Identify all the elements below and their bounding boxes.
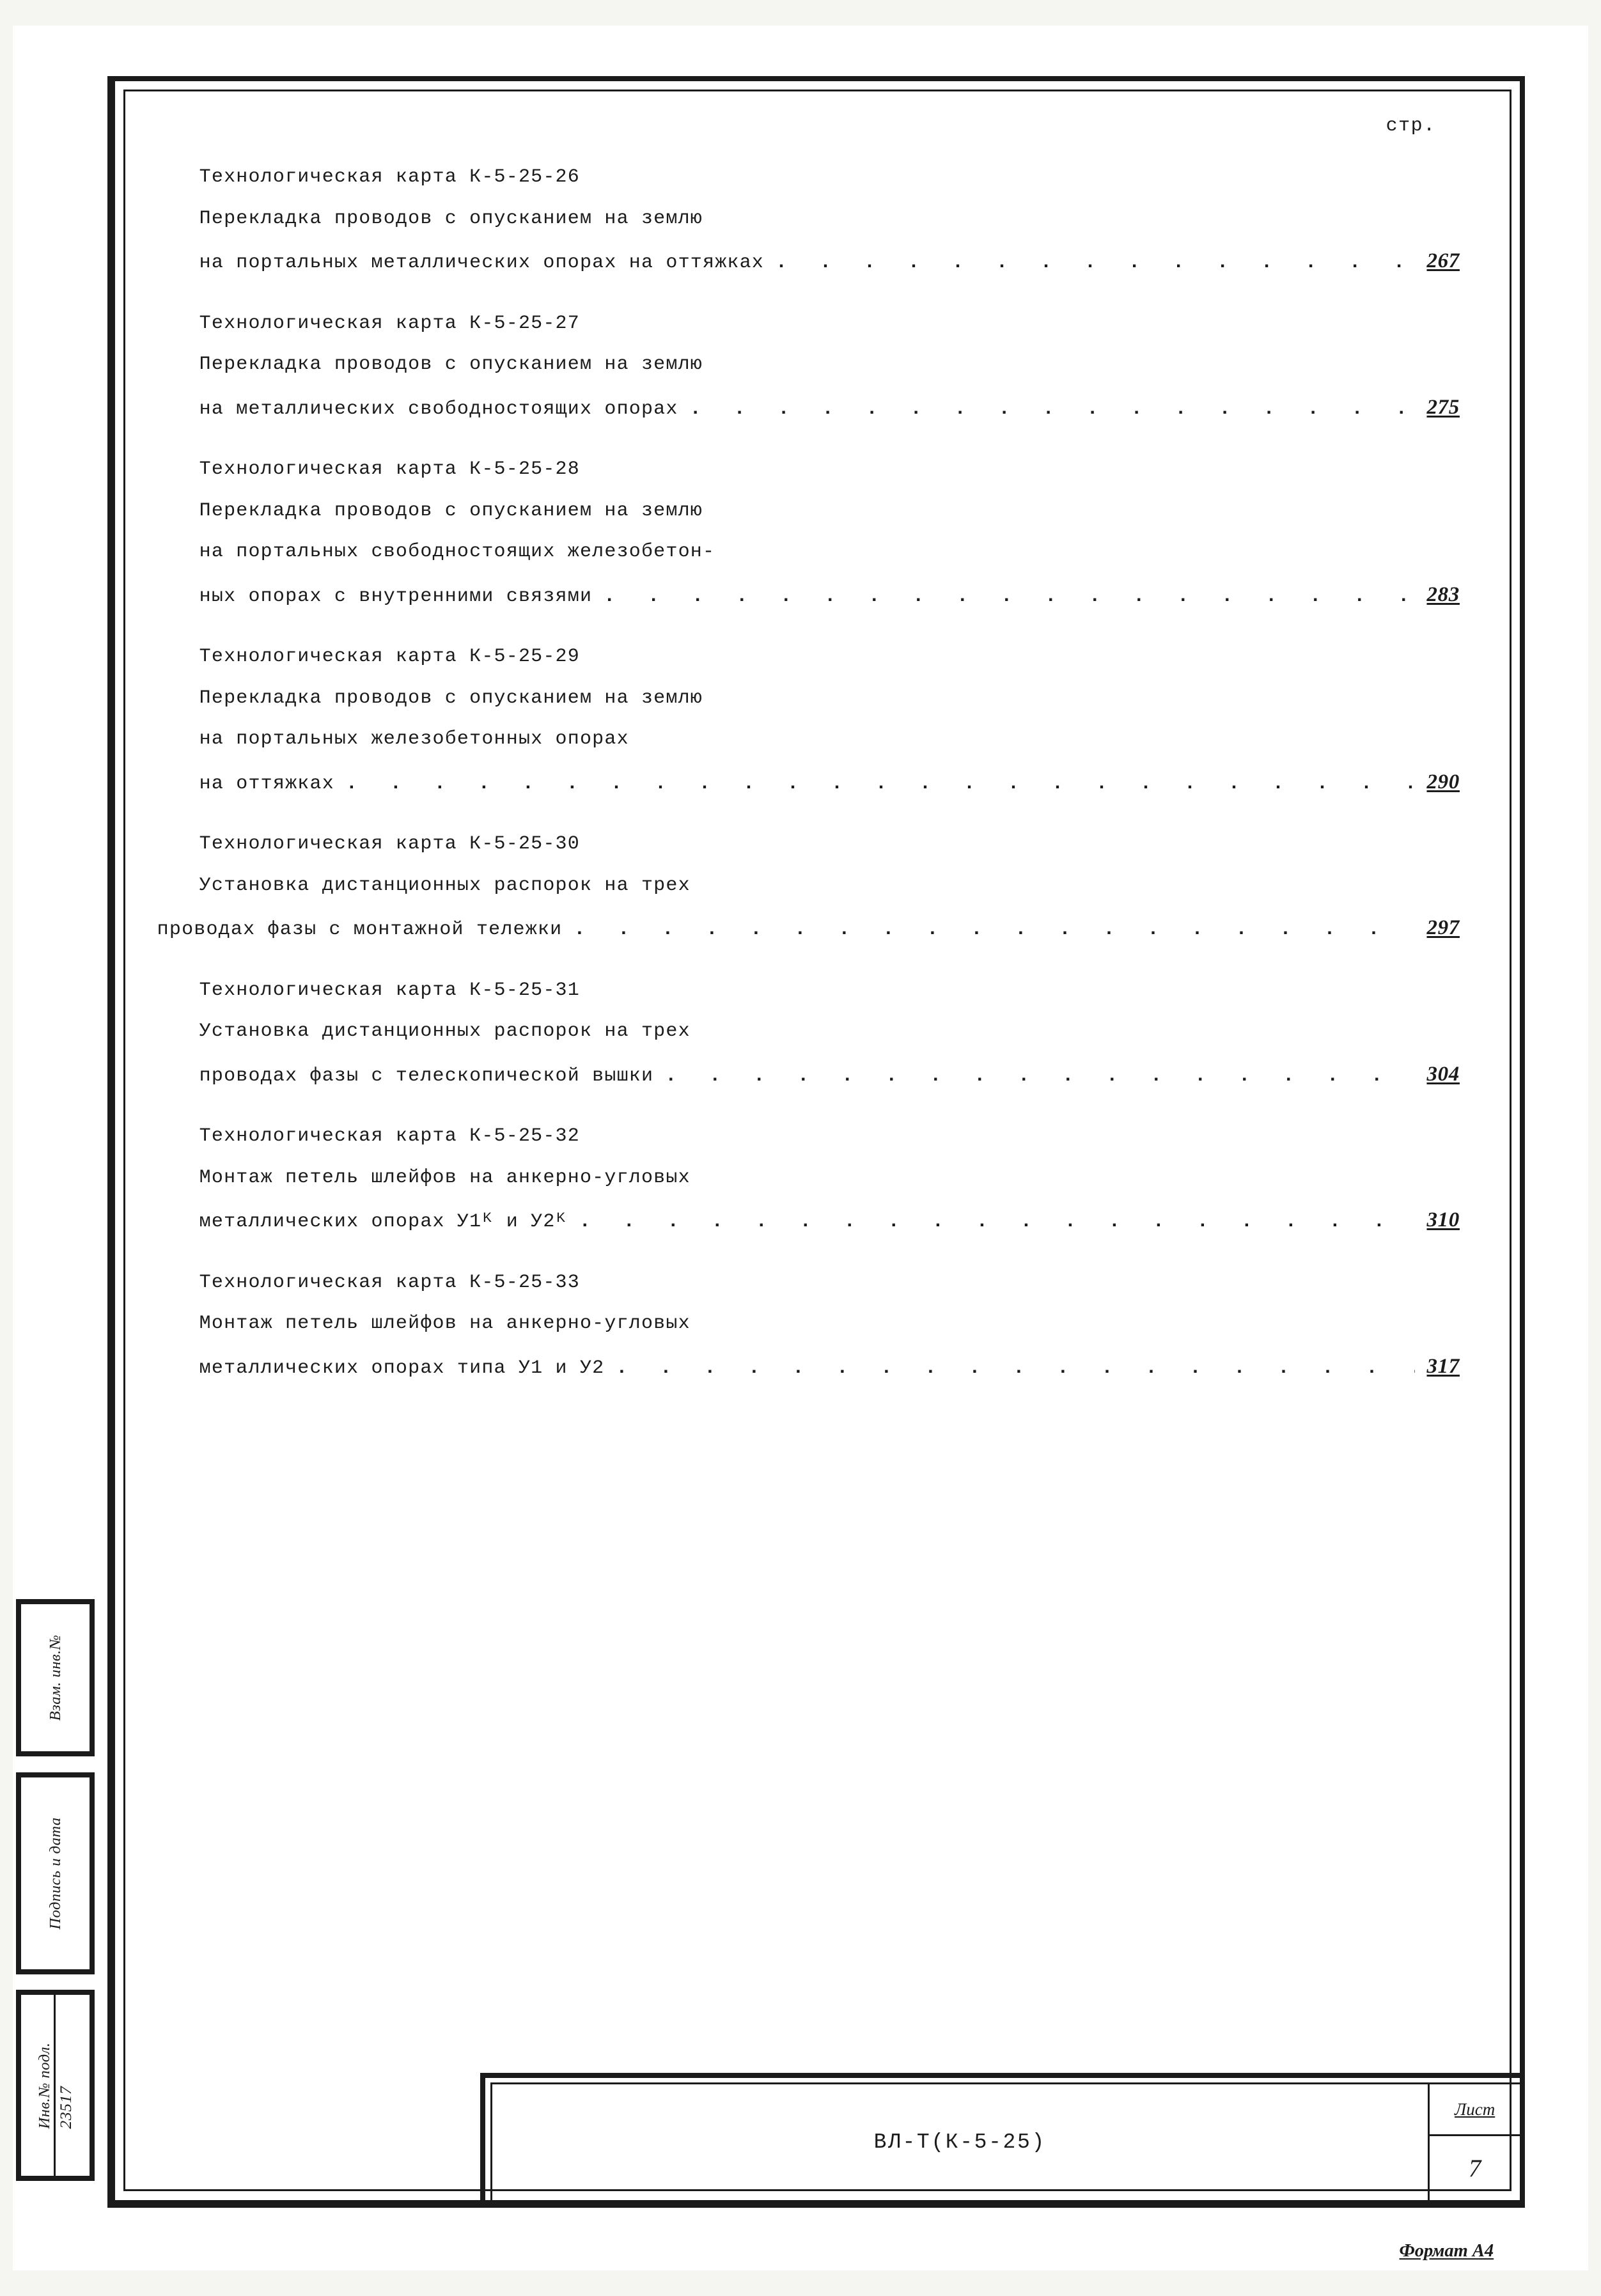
toc-entry-line: на портальных свободностоящих железобето…	[199, 537, 1464, 567]
format-note: Формат А4	[1400, 2241, 1494, 2261]
toc-page-number: 267	[1426, 245, 1464, 277]
stamp-dup-inv: Взам. инв.№	[16, 1599, 95, 1756]
toc-entry-last-line: на портальных металлических опорах на от…	[199, 245, 1464, 278]
toc-entry-line: Перекладка проводов с опусканием на земл…	[199, 204, 1464, 234]
toc-entry: Технологическая карта К-5-25-33 Монтаж пе…	[199, 1268, 1464, 1384]
toc-entry-line: Монтаж петель шлейфов на анкерно-угловых	[199, 1309, 1464, 1339]
toc-entry-title: Технологическая карта К-5-25-32	[199, 1121, 1464, 1152]
stamp-sign-label: Подпись и дата	[47, 1817, 65, 1929]
toc-entry-title: Технологическая карта К-5-25-27	[199, 309, 1464, 339]
toc-entry-line: Перекладка проводов с опусканием на земл…	[199, 350, 1464, 380]
toc-entry-line: Установка дистанционных распорок на трех	[199, 1017, 1464, 1047]
toc-entry-text: на портальных металлических опорах на от…	[199, 248, 764, 278]
dot-leader	[346, 769, 1416, 799]
toc-page-number: 304	[1426, 1058, 1464, 1091]
toc-page-number: 283	[1426, 579, 1464, 611]
toc-entry-line: Перекладка проводов с опусканием на земл…	[199, 496, 1464, 526]
toc-entry: Технологическая карта К-5-25-27 Перекладк…	[199, 309, 1464, 425]
toc-entry-line: Перекладка проводов с опусканием на земл…	[199, 683, 1464, 714]
toc-entry-last-line: на оттяжках 290	[199, 766, 1464, 799]
toc-entry-text: на оттяжках	[199, 769, 334, 799]
toc-entry-title: Технологическая карта К-5-25-33	[199, 1268, 1464, 1298]
toc-entry: Технологическая карта К-5-25-29 Перекладк…	[199, 642, 1464, 799]
toc-entry-title: Технологическая карта К-5-25-30	[199, 829, 1464, 859]
toc-entry-last-line: металлических опорах У1ᴷ и У2ᴷ 310	[199, 1204, 1464, 1237]
dot-leader	[665, 1061, 1415, 1091]
dot-leader	[776, 248, 1415, 278]
toc-page-number: 275	[1426, 391, 1464, 424]
stamp-inv-number: Инв.№ подл. 23517	[16, 1990, 95, 2180]
toc-entry-last-line: ных опорах с внутренними связями 283	[199, 579, 1464, 612]
toc-entry: Технологическая карта К-5-25-30 Установка…	[199, 829, 1464, 945]
toc-page-number: 317	[1426, 1350, 1464, 1383]
toc-entry-text: металлических опорах типа У1 и У2	[199, 1354, 605, 1384]
stamp-inv-label: Инв.№ подл.	[36, 2042, 53, 2128]
stamp-inv-value: 23517	[56, 2042, 75, 2128]
toc-entry-line: на портальных железобетонных опорах	[199, 724, 1464, 754]
sheet-label: Лист	[1430, 2084, 1520, 2136]
toc-entry-last-line: на металлических свободностоящих опорах 2…	[199, 391, 1464, 425]
toc-entry: Технологическая карта К-5-25-26 Перекладк…	[199, 162, 1464, 278]
dot-leader	[604, 582, 1415, 612]
dot-leader	[574, 915, 1415, 945]
dot-leader	[579, 1207, 1416, 1237]
table-of-contents: Технологическая карта К-5-25-26 Перекладк…	[199, 132, 1464, 2030]
dot-leader	[616, 1354, 1415, 1384]
toc-entry-line: Монтаж петель шлейфов на анкерно-угловых	[199, 1163, 1464, 1193]
toc-entry-text: проводах фазы с телескопической вышки	[199, 1061, 654, 1091]
toc-page-number: 310	[1426, 1204, 1464, 1237]
toc-entry-title: Технологическая карта К-5-25-28	[199, 455, 1464, 485]
outer-frame: стр. Технологическая карта К-5-25-26Пере…	[107, 76, 1526, 2208]
toc-entry-text: на металлических свободностоящих опорах	[199, 394, 678, 425]
document-code: ВЛ-Т(К-5-25)	[492, 2084, 1428, 2199]
sheet-number: 7	[1430, 2136, 1520, 2199]
title-block: ВЛ-Т(К-5-25) Лист 7	[480, 2073, 1520, 2200]
toc-entry-text: металлических опорах У1ᴷ и У2ᴷ	[199, 1207, 568, 1237]
toc-entry-title: Технологическая карта К-5-25-29	[199, 642, 1464, 672]
toc-page-number: 290	[1426, 766, 1464, 799]
toc-entry-last-line: проводах фазы с монтажной тележки 297	[157, 912, 1464, 945]
toc-entry-title: Технологическая карта К-5-25-31	[199, 976, 1464, 1006]
sheet-cell: Лист 7	[1428, 2084, 1520, 2199]
toc-entry-text: ных опорах с внутренними связями	[199, 582, 593, 612]
document-page: стр. Технологическая карта К-5-25-26Пере…	[13, 26, 1588, 2270]
toc-entry-last-line: металлических опорах типа У1 и У2 317	[199, 1350, 1464, 1384]
toc-entry-title: Технологическая карта К-5-25-26	[199, 162, 1464, 192]
toc-entry-line: Установка дистанционных распорок на трех	[199, 871, 1464, 901]
toc-page-number: 297	[1426, 912, 1464, 944]
stamp-dup-label: Взам. инв.№	[47, 1635, 65, 1721]
toc-entry-last-line: проводах фазы с телескопической вышки 304	[199, 1058, 1464, 1091]
toc-entry: Технологическая карта К-5-25-31 Установка…	[199, 976, 1464, 1091]
toc-entry: Технологическая карта К-5-25-32 Монтаж пе…	[199, 1121, 1464, 1237]
dot-leader	[690, 394, 1416, 425]
stamp-sign-date: Подпись и дата	[16, 1772, 95, 1974]
toc-entry-text: проводах фазы с монтажной тележки	[157, 915, 563, 945]
toc-entry: Технологическая карта К-5-25-28 Перекладк…	[199, 455, 1464, 611]
